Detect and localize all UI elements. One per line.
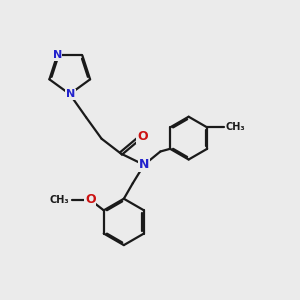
Text: CH₃: CH₃ <box>226 122 245 132</box>
Text: N: N <box>139 158 149 171</box>
Text: N: N <box>52 50 62 60</box>
Text: O: O <box>137 130 148 143</box>
Text: N: N <box>66 89 75 99</box>
Text: O: O <box>85 194 96 206</box>
Text: CH₃: CH₃ <box>50 195 70 205</box>
